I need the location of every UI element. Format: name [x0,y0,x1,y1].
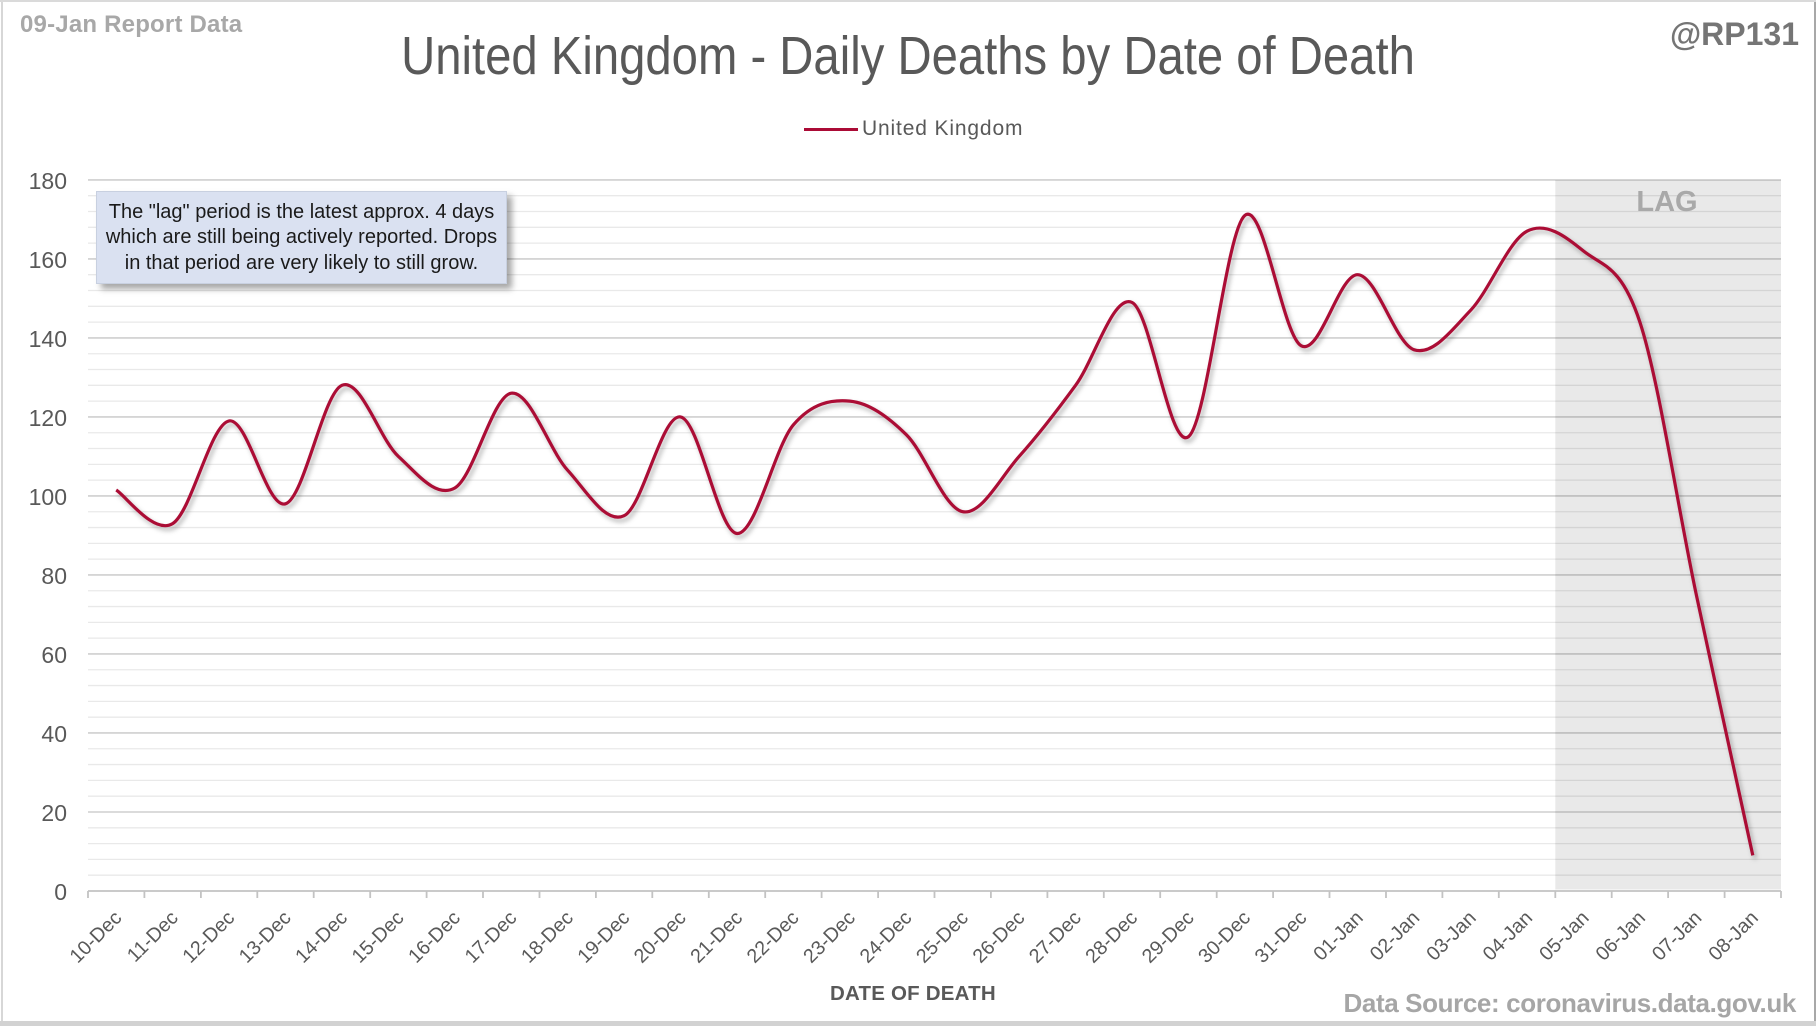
svg-text:24-Dec: 24-Dec [856,907,917,968]
svg-text:05-Jan: 05-Jan [1535,907,1593,965]
svg-text:18-Dec: 18-Dec [517,907,578,968]
svg-text:08-Jan: 08-Jan [1705,907,1763,965]
svg-text:04-Jan: 04-Jan [1479,907,1537,965]
svg-text:15-Dec: 15-Dec [348,907,409,968]
svg-text:03-Jan: 03-Jan [1422,907,1480,965]
svg-text:19-Dec: 19-Dec [573,907,634,968]
svg-text:29-Dec: 29-Dec [1138,907,1199,968]
svg-text:30-Dec: 30-Dec [1194,907,1255,968]
svg-text:10-Dec: 10-Dec [66,907,127,968]
svg-text:22-Dec: 22-Dec [743,907,804,968]
svg-text:12-Dec: 12-Dec [178,907,239,968]
svg-text:26-Dec: 26-Dec [969,907,1030,968]
svg-text:21-Dec: 21-Dec [686,907,747,968]
svg-text:01-Jan: 01-Jan [1309,907,1367,965]
svg-text:06-Jan: 06-Jan [1592,907,1650,965]
svg-text:14-Dec: 14-Dec [291,907,352,968]
svg-text:25-Dec: 25-Dec [912,907,973,968]
svg-text:27-Dec: 27-Dec [1025,907,1086,968]
svg-text:28-Dec: 28-Dec [1081,907,1142,968]
svg-text:31-Dec: 31-Dec [1251,907,1312,968]
svg-text:20-Dec: 20-Dec [630,907,691,968]
svg-text:23-Dec: 23-Dec [799,907,860,968]
svg-text:17-Dec: 17-Dec [461,907,522,968]
svg-text:13-Dec: 13-Dec [235,907,296,968]
svg-text:16-Dec: 16-Dec [404,907,465,968]
svg-text:02-Jan: 02-Jan [1366,907,1424,965]
svg-text:07-Jan: 07-Jan [1648,907,1706,965]
svg-text:11-Dec: 11-Dec [123,907,183,967]
